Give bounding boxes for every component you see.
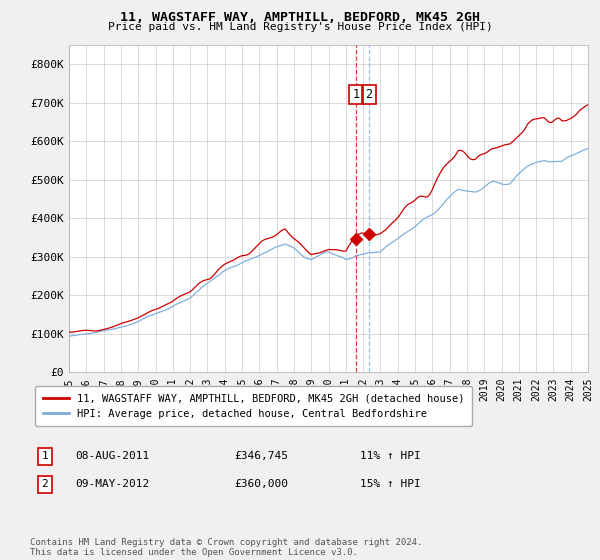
Text: Price paid vs. HM Land Registry's House Price Index (HPI): Price paid vs. HM Land Registry's House … bbox=[107, 22, 493, 32]
Text: 1: 1 bbox=[352, 88, 359, 101]
Text: 2: 2 bbox=[41, 479, 49, 489]
Text: 11% ↑ HPI: 11% ↑ HPI bbox=[360, 451, 421, 461]
Text: 2: 2 bbox=[365, 88, 373, 101]
Text: 11, WAGSTAFF WAY, AMPTHILL, BEDFORD, MK45 2GH: 11, WAGSTAFF WAY, AMPTHILL, BEDFORD, MK4… bbox=[120, 11, 480, 24]
Text: £360,000: £360,000 bbox=[234, 479, 288, 489]
Text: 09-MAY-2012: 09-MAY-2012 bbox=[75, 479, 149, 489]
Text: 1: 1 bbox=[41, 451, 49, 461]
Text: 15% ↑ HPI: 15% ↑ HPI bbox=[360, 479, 421, 489]
Legend: 11, WAGSTAFF WAY, AMPTHILL, BEDFORD, MK45 2GH (detached house), HPI: Average pri: 11, WAGSTAFF WAY, AMPTHILL, BEDFORD, MK4… bbox=[35, 386, 472, 426]
Text: £346,745: £346,745 bbox=[234, 451, 288, 461]
Text: Contains HM Land Registry data © Crown copyright and database right 2024.
This d: Contains HM Land Registry data © Crown c… bbox=[30, 538, 422, 557]
Text: 08-AUG-2011: 08-AUG-2011 bbox=[75, 451, 149, 461]
